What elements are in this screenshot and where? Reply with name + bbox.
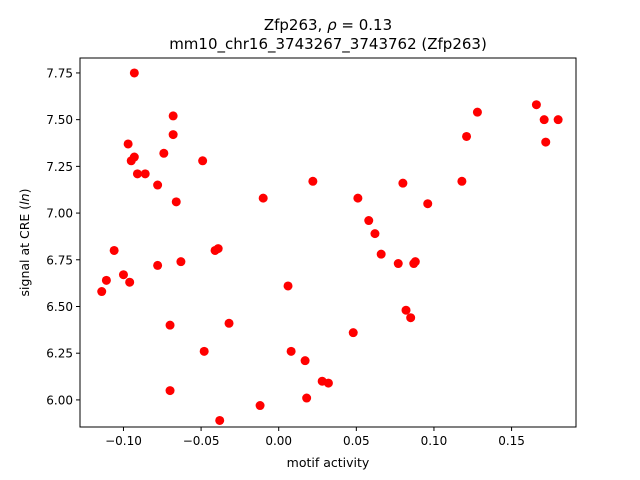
data-point xyxy=(302,393,312,403)
data-point xyxy=(153,180,163,190)
data-point xyxy=(153,260,163,270)
chart-title-line2: mm10_chr16_3743267_3743762 (Zfp263) xyxy=(169,35,487,54)
data-point xyxy=(406,313,416,323)
y-tick-label: 7.50 xyxy=(46,113,73,127)
data-point xyxy=(255,401,265,411)
x-tick-label: 0.00 xyxy=(265,434,292,448)
ylabel-italic: ln xyxy=(17,193,32,204)
data-point xyxy=(165,386,175,396)
data-point xyxy=(393,259,403,269)
data-point xyxy=(423,199,433,209)
data-point xyxy=(409,259,419,269)
data-point xyxy=(401,305,411,315)
plot-frame xyxy=(79,57,577,428)
y-axis-label: signal at CRE (ln) xyxy=(17,189,32,297)
data-point xyxy=(97,287,107,297)
data-point xyxy=(457,176,467,186)
data-point xyxy=(168,130,178,140)
data-point xyxy=(118,270,128,280)
data-point xyxy=(398,178,408,188)
data-point xyxy=(300,356,310,366)
data-point xyxy=(198,156,208,166)
x-tick-label: 0.05 xyxy=(343,434,370,448)
y-tick-label: 6.25 xyxy=(46,347,73,361)
y-tick-label: 7.25 xyxy=(46,160,73,174)
data-point xyxy=(364,216,374,226)
data-point xyxy=(199,346,209,356)
data-point xyxy=(462,131,472,141)
data-point xyxy=(553,115,563,125)
data-point xyxy=(472,107,482,117)
data-point xyxy=(286,346,296,356)
data-point xyxy=(353,193,363,203)
data-point xyxy=(140,169,150,179)
data-point xyxy=(308,176,318,186)
data-point xyxy=(125,277,135,287)
data-point xyxy=(224,318,234,328)
x-tick-label: −0.10 xyxy=(105,434,142,448)
data-point xyxy=(109,245,119,255)
data-point xyxy=(168,111,178,121)
x-axis-label: motif activity xyxy=(287,455,370,470)
y-tick-label: 6.75 xyxy=(46,253,73,267)
ylabel-prefix: signal at CRE ( xyxy=(17,205,32,297)
data-point xyxy=(176,257,186,267)
y-tick-label: 7.00 xyxy=(46,207,73,221)
y-tick-label: 7.75 xyxy=(46,66,73,80)
data-point xyxy=(123,139,133,149)
data-point xyxy=(129,68,139,78)
y-tick-label: 6.00 xyxy=(46,393,73,407)
data-point xyxy=(213,244,223,254)
data-point xyxy=(539,115,549,125)
data-point xyxy=(101,275,111,285)
title-suffix: = 0.13 xyxy=(337,16,393,34)
data-point xyxy=(171,197,181,207)
points-layer xyxy=(97,68,563,425)
data-point xyxy=(531,100,541,110)
data-point xyxy=(323,378,333,388)
x-tick-label: 0.15 xyxy=(498,434,525,448)
x-ticks: −0.10 −0.05 0.00 0.05 0.10 0.15 xyxy=(105,427,525,448)
data-point xyxy=(258,193,268,203)
y-tick-label: 6.50 xyxy=(46,300,73,314)
data-point xyxy=(376,249,386,259)
data-point xyxy=(370,229,380,239)
data-point xyxy=(132,169,142,179)
data-point xyxy=(283,281,293,291)
data-point xyxy=(348,328,358,338)
data-point xyxy=(165,320,175,330)
data-point xyxy=(215,415,225,425)
chart-title-line1: Zfp263, ρ = 0.13 xyxy=(264,16,392,34)
x-tick-label: 0.10 xyxy=(421,434,448,448)
data-point xyxy=(541,137,551,147)
ylabel-suffix: ) xyxy=(17,189,32,194)
title-prefix: Zfp263, xyxy=(264,16,327,34)
y-ticks: 6.00 6.25 6.50 6.75 7.00 7.25 7.50 7.75 xyxy=(46,66,80,407)
data-point xyxy=(159,148,169,158)
x-tick-label: −0.05 xyxy=(183,434,220,448)
title-rho: ρ xyxy=(327,16,337,34)
data-point xyxy=(126,156,136,166)
